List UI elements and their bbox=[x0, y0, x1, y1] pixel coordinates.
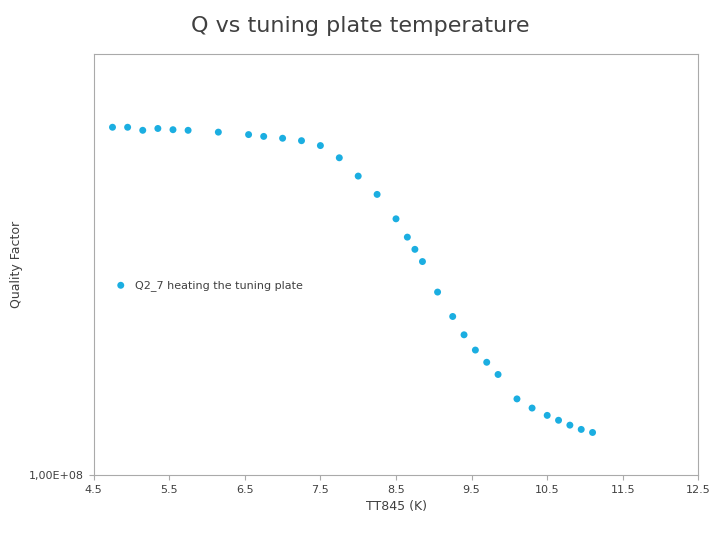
Q2_7 heating the tuning plate bbox=[553, 416, 564, 424]
Q2_7 heating the tuning plate bbox=[296, 137, 307, 145]
Q2_7 heating the tuning plate bbox=[276, 134, 288, 143]
Q2_7 heating the tuning plate bbox=[526, 404, 538, 413]
Q2_7 heating the tuning plate bbox=[212, 128, 224, 137]
Q2_7 heating the tuning plate bbox=[587, 428, 598, 437]
Q2_7 heating the tuning plate bbox=[564, 421, 576, 429]
Legend: Q2_7 heating the tuning plate: Q2_7 heating the tuning plate bbox=[105, 276, 307, 295]
Q2_7 heating the tuning plate bbox=[243, 130, 254, 139]
Q2_7 heating the tuning plate bbox=[447, 312, 459, 321]
X-axis label: TT845 (K): TT845 (K) bbox=[366, 501, 426, 514]
Q2_7 heating the tuning plate bbox=[258, 132, 269, 141]
Q2_7 heating the tuning plate bbox=[390, 214, 402, 223]
Q2_7 heating the tuning plate bbox=[402, 233, 413, 241]
Q2_7 heating the tuning plate bbox=[137, 126, 148, 134]
Q2_7 heating the tuning plate bbox=[122, 123, 133, 132]
Q2_7 heating the tuning plate bbox=[417, 257, 428, 266]
Q2_7 heating the tuning plate bbox=[432, 288, 444, 296]
Q2_7 heating the tuning plate bbox=[511, 395, 523, 403]
Q2_7 heating the tuning plate bbox=[492, 370, 504, 379]
Q2_7 heating the tuning plate bbox=[575, 425, 587, 434]
Q2_7 heating the tuning plate bbox=[459, 330, 470, 339]
Q2_7 heating the tuning plate bbox=[469, 346, 481, 354]
Q2_7 heating the tuning plate bbox=[541, 411, 553, 420]
Q2_7 heating the tuning plate bbox=[107, 123, 118, 132]
Q2_7 heating the tuning plate bbox=[152, 124, 163, 133]
Q2_7 heating the tuning plate bbox=[315, 141, 326, 150]
Q2_7 heating the tuning plate bbox=[167, 125, 179, 134]
Q2_7 heating the tuning plate bbox=[182, 126, 194, 134]
Text: Q vs tuning plate temperature: Q vs tuning plate temperature bbox=[191, 16, 529, 36]
Q2_7 heating the tuning plate bbox=[481, 358, 492, 367]
Q2_7 heating the tuning plate bbox=[409, 245, 420, 254]
Y-axis label: Quality Factor: Quality Factor bbox=[10, 221, 23, 308]
Q2_7 heating the tuning plate bbox=[372, 190, 383, 199]
Q2_7 heating the tuning plate bbox=[353, 172, 364, 180]
Q2_7 heating the tuning plate bbox=[333, 153, 345, 162]
